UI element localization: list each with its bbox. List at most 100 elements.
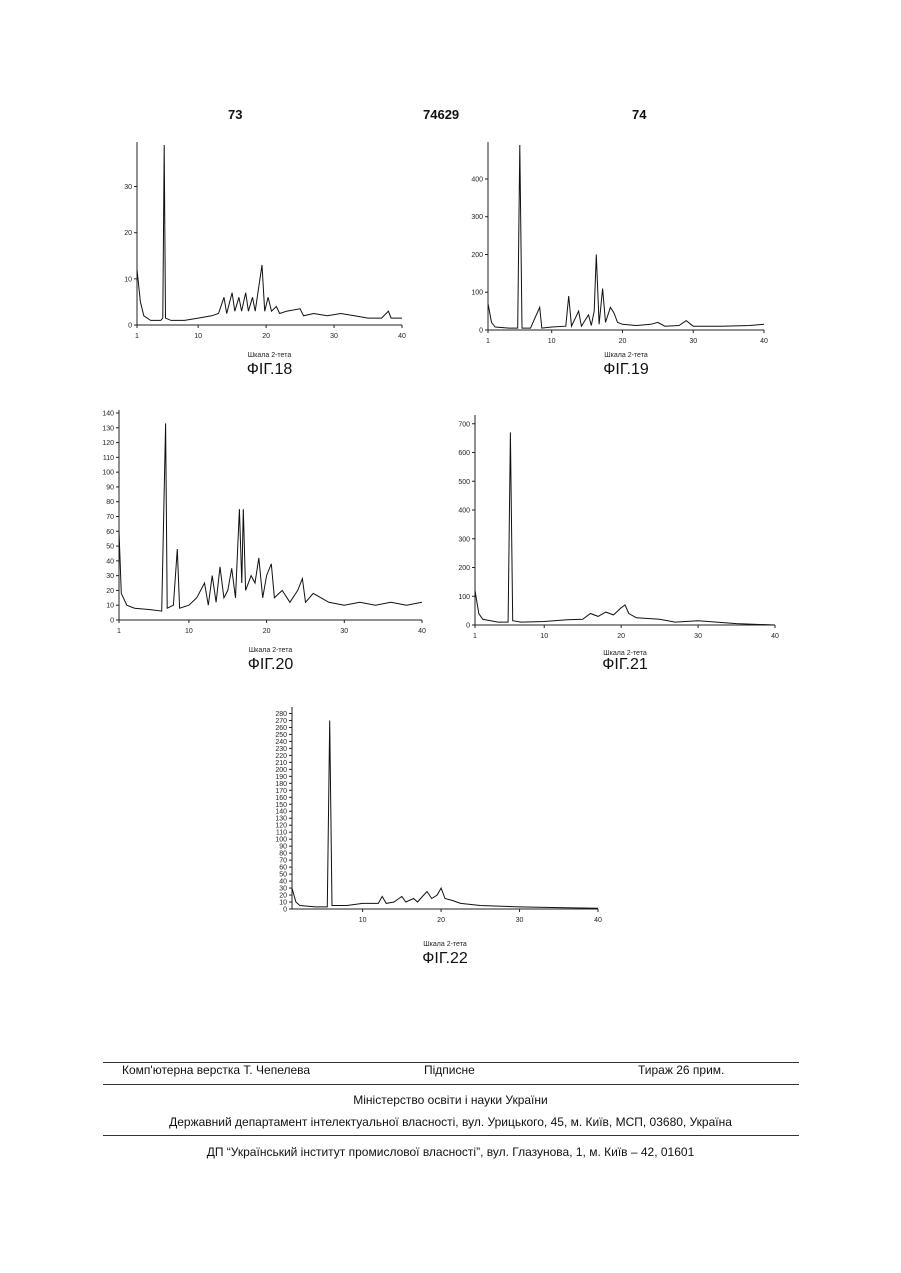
rule [103,1084,799,1085]
y-tick-label: 50 [106,544,114,551]
x-tick-label: 30 [330,333,338,340]
x-tick-label: 20 [619,338,627,345]
y-tick-label: 0 [466,623,470,630]
y-tick-label: 110 [276,830,287,837]
x-tick-label: 40 [771,633,779,640]
y-tick-label: 100 [458,594,470,601]
y-tick-label: 40 [279,879,287,886]
figure-caption: ФІГ.19 [603,361,649,378]
rule [103,1135,799,1136]
x-tick-label: 1 [135,333,139,340]
y-tick-label: 180 [275,781,287,788]
x-tick-label: 1 [473,633,477,640]
x-tick-label: 20 [262,333,270,340]
x-tick-label: 10 [185,628,193,635]
x-tick-label: 30 [340,628,348,635]
department: Державний департамент інтелектуальної вл… [0,1115,901,1129]
typesetter: Комп'ютерна верстка Т. Чепелева [122,1063,310,1077]
y-tick-label: 200 [275,767,287,774]
y-tick-label: 20 [279,893,287,900]
y-tick-label: 30 [279,886,287,893]
y-tick-label: 70 [106,514,114,521]
y-tick-label: 300 [471,214,483,221]
y-tick-label: 170 [275,788,287,795]
y-tick-label: 70 [279,858,287,865]
y-tick-label: 80 [106,499,114,506]
y-tick-label: 150 [275,802,287,809]
pattern-line [137,145,402,320]
y-tick-label: 100 [471,290,483,297]
figure-caption: ФІГ.20 [248,656,294,673]
pattern-line [119,423,422,611]
y-tick-label: 10 [124,276,132,283]
y-tick-label: 60 [106,529,114,536]
y-tick-label: 80 [279,851,287,858]
x-tick-label: 40 [398,333,406,340]
y-tick-label: 200 [458,565,470,572]
x-tick-label: 30 [694,633,702,640]
x-axis-label: Шкала 2-тета [249,647,293,654]
y-tick-label: 700 [458,421,470,428]
y-tick-label: 230 [275,746,287,753]
y-tick-label: 20 [124,230,132,237]
y-tick-label: 0 [128,323,132,330]
y-tick-label: 200 [471,252,483,259]
x-tick-label: 30 [689,338,697,345]
y-tick-label: 260 [275,725,287,732]
figure-caption: ФІГ.22 [422,950,468,967]
y-tick-label: 100 [102,470,114,477]
pattern-line [292,721,598,909]
y-tick-label: 30 [106,573,114,580]
y-tick-label: 140 [275,809,287,816]
x-axis-label: Шкала 2-тета [423,941,467,948]
y-tick-label: 130 [102,425,114,432]
x-tick-label: 1 [117,628,121,635]
y-tick-label: 400 [471,176,483,183]
page-number: 73 [228,107,242,122]
y-tick-label: 400 [458,508,470,515]
figures: 0102030110203040Шкала 2-тетаФІГ.18010020… [0,0,901,1273]
x-tick-label: 1 [486,338,490,345]
y-tick-label: 0 [110,618,114,625]
x-tick-label: 20 [263,628,271,635]
x-tick-label: 20 [437,917,445,924]
institute: ДП “Український інститут промислової вла… [0,1145,901,1159]
y-tick-label: 190 [275,774,287,781]
y-tick-label: 600 [458,450,470,457]
y-tick-label: 110 [103,455,114,462]
y-tick-label: 300 [458,536,470,543]
figure-caption: ФІГ.21 [602,656,648,673]
y-tick-label: 10 [279,900,287,907]
y-tick-label: 90 [279,844,287,851]
y-tick-label: 30 [124,184,132,191]
x-tick-label: 30 [516,917,524,924]
subscription: Підписне [424,1063,475,1077]
y-tick-label: 0 [283,907,287,914]
x-tick-label: 40 [760,338,768,345]
circulation: Тираж 26 прим. [638,1063,724,1077]
x-tick-label: 20 [617,633,625,640]
x-axis-label: Шкала 2-тета [604,352,648,359]
x-tick-label: 40 [418,628,426,635]
y-tick-label: 500 [458,479,470,486]
x-tick-label: 10 [194,333,202,340]
x-tick-label: 10 [548,338,556,345]
y-tick-label: 120 [102,440,114,447]
y-tick-label: 100 [275,837,287,844]
figure-caption: ФІГ.18 [247,361,293,378]
x-axis-label: Шкала 2-тета [248,352,292,359]
y-tick-label: 20 [106,588,114,595]
y-tick-label: 90 [106,484,114,491]
y-tick-label: 160 [275,795,287,802]
ministry: Міністерство освіти і науки України [0,1093,901,1107]
page-number: 74 [632,107,646,122]
x-tick-label: 10 [359,917,367,924]
page: 0102030110203040Шкала 2-тетаФІГ.18010020… [0,0,901,1273]
y-tick-label: 240 [275,739,287,746]
y-tick-label: 120 [275,823,287,830]
pattern-line [488,145,764,328]
y-tick-label: 40 [106,558,114,565]
y-tick-label: 140 [102,411,114,418]
y-tick-label: 220 [275,753,287,760]
patent-number: 74629 [423,107,459,122]
